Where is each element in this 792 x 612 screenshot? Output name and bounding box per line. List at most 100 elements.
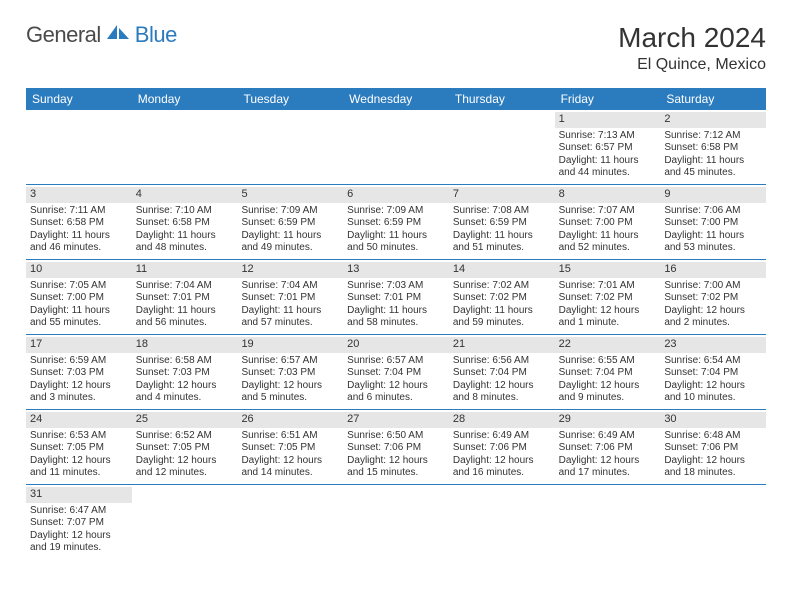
day-number: 14 <box>453 263 465 275</box>
sunset-text: Sunset: 7:05 PM <box>30 442 128 455</box>
day-cell: 19Sunrise: 6:57 AMSunset: 7:03 PMDayligh… <box>237 335 343 409</box>
daynum-row: 9 <box>660 187 766 203</box>
day-cell: 30Sunrise: 6:48 AMSunset: 7:06 PMDayligh… <box>660 410 766 484</box>
day-number: 27 <box>347 413 359 425</box>
day-cell: 20Sunrise: 6:57 AMSunset: 7:04 PMDayligh… <box>343 335 449 409</box>
sunset-text: Sunset: 6:58 PM <box>136 217 234 230</box>
sunset-text: Sunset: 7:03 PM <box>30 367 128 380</box>
empty-cell <box>660 485 766 559</box>
sunrise-text: Sunrise: 7:12 AM <box>664 130 762 143</box>
daynum-row: 27 <box>343 412 449 428</box>
day-number: 7 <box>453 188 459 200</box>
daylight-text: Daylight: 12 hours and 17 minutes. <box>559 455 657 480</box>
daynum-row: 28 <box>449 412 555 428</box>
month-title: March 2024 <box>618 22 766 54</box>
day-cell: 2 Sunrise: 7:12 AMSunset: 6:58 PMDaylight… <box>660 110 766 184</box>
sunrise-text: Sunrise: 6:52 AM <box>136 430 234 443</box>
sunrise-text: Sunrise: 6:53 AM <box>30 430 128 443</box>
logo-text-general: General <box>26 22 101 48</box>
week-row: 24 Sunrise: 6:53 AMSunset: 7:05 PM Dayligh… <box>26 410 766 485</box>
sunrise-text: Sunrise: 7:04 AM <box>241 280 339 293</box>
sunset-text: Sunset: 7:00 PM <box>559 217 657 230</box>
day-cell: 10Sunrise: 7:05 AMSunset: 7:00 PMDayligh… <box>26 260 132 334</box>
week-row: 17Sunrise: 6:59 AMSunset: 7:03 PMDayligh… <box>26 335 766 410</box>
week-row: 3Sunrise: 7:11 AMSunset: 6:58 PMDaylight… <box>26 185 766 260</box>
empty-cell <box>132 110 238 184</box>
daylight-text: Daylight: 12 hours and 9 minutes. <box>559 380 657 405</box>
daynum-row: 19 <box>237 337 343 353</box>
sunrise-text: Sunrise: 6:49 AM <box>559 430 657 443</box>
day-number: 21 <box>453 338 465 350</box>
weeks-container: 1Sunrise: 7:13 AMSunset: 6:57 PMDaylight… <box>26 110 766 559</box>
day-cell: 3Sunrise: 7:11 AMSunset: 6:58 PMDaylight… <box>26 185 132 259</box>
weekday-header-row: Sunday Monday Tuesday Wednesday Thursday… <box>26 88 766 110</box>
day-cell: 27Sunrise: 6:50 AMSunset: 7:06 PMDayligh… <box>343 410 449 484</box>
week-row: 1Sunrise: 7:13 AMSunset: 6:57 PMDaylight… <box>26 110 766 185</box>
daynum-row: 31 <box>26 487 132 503</box>
day-number: 24 <box>30 413 42 425</box>
daylight-text: Daylight: 12 hours and 3 minutes. <box>30 380 128 405</box>
weekday-header: Saturday <box>660 88 766 110</box>
weekday-header: Sunday <box>26 88 132 110</box>
location: El Quince, Mexico <box>618 56 766 74</box>
sunrise-text: Sunrise: 7:06 AM <box>664 205 762 218</box>
day-number: 13 <box>347 263 359 275</box>
day-cell: 25Sunrise: 6:52 AMSunset: 7:05 PMDayligh… <box>132 410 238 484</box>
sunrise-text: Sunrise: 6:48 AM <box>664 430 762 443</box>
sunrise-text: Sunrise: 7:04 AM <box>136 280 234 293</box>
day-number: 26 <box>241 413 253 425</box>
day-cell: 12Sunrise: 7:04 AMSunset: 7:01 PMDayligh… <box>237 260 343 334</box>
daynum-row: 30 <box>660 412 766 428</box>
daylight-text: Daylight: 11 hours and 51 minutes. <box>453 230 551 255</box>
sunrise-text: Sunrise: 7:03 AM <box>347 280 445 293</box>
daynum-row: 5 <box>237 187 343 203</box>
day-cell: 7Sunrise: 7:08 AMSunset: 6:59 PMDaylight… <box>449 185 555 259</box>
sunrise-text: Sunrise: 7:00 AM <box>664 280 762 293</box>
sunset-text: Sunset: 6:59 PM <box>347 217 445 230</box>
sunrise-text: Sunrise: 7:09 AM <box>241 205 339 218</box>
daylight-text: Daylight: 11 hours and 53 minutes. <box>664 230 762 255</box>
weekday-header: Thursday <box>449 88 555 110</box>
sunrise-text: Sunrise: 7:02 AM <box>453 280 551 293</box>
daynum-row: 26 <box>237 412 343 428</box>
weekday-header: Friday <box>555 88 661 110</box>
daylight-text: Daylight: 11 hours and 52 minutes. <box>559 230 657 255</box>
daynum-row: 15 <box>555 262 661 278</box>
sunrise-text: Sunrise: 7:09 AM <box>347 205 445 218</box>
day-number: 28 <box>453 413 465 425</box>
daynum-row: 21 <box>449 337 555 353</box>
daynum-row: 18 <box>132 337 238 353</box>
daynum-row: 12 <box>237 262 343 278</box>
daynum-row: 20 <box>343 337 449 353</box>
daynum-row: 25 <box>132 412 238 428</box>
sunset-text: Sunset: 7:02 PM <box>664 292 762 305</box>
sunset-text: Sunset: 7:04 PM <box>347 367 445 380</box>
sunset-text: Sunset: 7:02 PM <box>559 292 657 305</box>
daylight-text: Daylight: 11 hours and 45 minutes. <box>664 155 762 180</box>
day-number: 4 <box>136 188 142 200</box>
daylight-text: Daylight: 11 hours and 59 minutes. <box>453 305 551 330</box>
week-row: 10Sunrise: 7:05 AMSunset: 7:00 PMDayligh… <box>26 260 766 335</box>
day-cell: 24Sunrise: 6:53 AMSunset: 7:05 PMDayligh… <box>26 410 132 484</box>
day-number: 22 <box>559 338 571 350</box>
sunrise-text: Sunrise: 7:10 AM <box>136 205 234 218</box>
day-cell: 18Sunrise: 6:58 AMSunset: 7:03 PMDayligh… <box>132 335 238 409</box>
sunset-text: Sunset: 6:59 PM <box>453 217 551 230</box>
daynum-row: 29 <box>555 412 661 428</box>
sunset-text: Sunset: 7:03 PM <box>241 367 339 380</box>
daylight-text: Daylight: 11 hours and 50 minutes. <box>347 230 445 255</box>
day-number: 2 <box>664 113 670 125</box>
day-number: 29 <box>559 413 571 425</box>
day-number: 30 <box>664 413 676 425</box>
daylight-text: Daylight: 11 hours and 44 minutes. <box>559 155 657 180</box>
empty-cell <box>132 485 238 559</box>
daylight-text: Daylight: 12 hours and 12 minutes. <box>136 455 234 480</box>
day-number: 11 <box>136 263 147 275</box>
daylight-text: Daylight: 11 hours and 55 minutes. <box>30 305 128 330</box>
daylight-text: Daylight: 11 hours and 57 minutes. <box>241 305 339 330</box>
sunrise-text: Sunrise: 6:49 AM <box>453 430 551 443</box>
daylight-text: Daylight: 11 hours and 56 minutes. <box>136 305 234 330</box>
sunset-text: Sunset: 6:58 PM <box>664 142 762 155</box>
daylight-text: Daylight: 11 hours and 46 minutes. <box>30 230 128 255</box>
day-number: 3 <box>30 188 36 200</box>
